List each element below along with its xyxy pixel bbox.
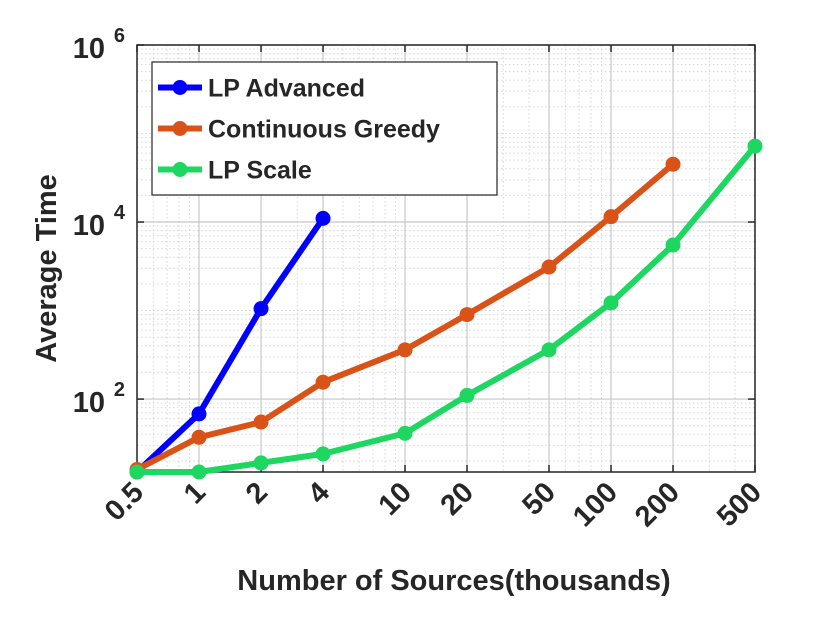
x-tick-label: 0.5 <box>99 476 150 527</box>
data-point <box>129 464 145 480</box>
data-point <box>603 295 619 311</box>
data-point <box>459 307 475 323</box>
x-tick-label: 20 <box>435 476 480 521</box>
legend-entry: Continuous Greedy <box>158 116 440 144</box>
series-lp-advanced <box>129 210 331 480</box>
legend: LP Advanced Continuous Greedy LP Scale <box>151 61 498 196</box>
data-point <box>191 429 207 445</box>
y-tick-exponent: 6 <box>114 25 125 47</box>
x-tick-label: 4 <box>302 476 336 510</box>
data-point <box>747 138 763 154</box>
legend-box <box>151 61 498 196</box>
legend-label: LP Scale <box>208 157 312 185</box>
data-point <box>541 342 557 358</box>
y-tick-exponent: 4 <box>114 202 126 224</box>
data-point <box>191 464 207 480</box>
legend-swatch-marker <box>172 121 188 136</box>
legend-label: Continuous Greedy <box>208 116 440 144</box>
legend-entry: LP Advanced <box>158 75 365 103</box>
legend-label: LP Advanced <box>208 75 365 103</box>
legend-entry: LP Scale <box>158 157 312 185</box>
series-line <box>134 215 326 475</box>
x-tick-label: 50 <box>517 476 562 521</box>
x-tick-labels: 0.5 1 2 4 10 20 50 100 200 500 <box>99 476 768 533</box>
data-point <box>253 414 269 430</box>
data-point <box>253 301 269 317</box>
data-point <box>665 237 681 253</box>
x-tick-label: 2 <box>240 476 274 510</box>
data-point <box>397 425 413 441</box>
y-tick-exponent: 2 <box>114 379 125 401</box>
data-point <box>541 259 557 275</box>
series-lp-scale <box>129 138 763 480</box>
legend-swatch-marker <box>172 80 188 95</box>
x-axis-label: Number of Sources(thousands) <box>237 565 670 597</box>
x-tick-label: 200 <box>629 476 686 533</box>
series-layer <box>129 138 763 480</box>
legend-swatch-marker <box>172 162 188 177</box>
data-point <box>315 374 331 390</box>
data-point <box>315 210 331 226</box>
y-tick-labels: 10 2 10 4 10 6 <box>73 25 126 419</box>
x-tick-label: 100 <box>567 476 624 533</box>
data-point <box>315 446 331 462</box>
data-point <box>253 455 269 471</box>
data-point <box>603 209 619 225</box>
data-point <box>459 387 475 403</box>
y-tick-label: 10 <box>73 210 105 242</box>
x-tick-label: 10 <box>373 476 418 521</box>
data-point <box>191 406 207 422</box>
series-line <box>134 143 758 475</box>
y-tick-label: 10 <box>73 33 105 65</box>
data-point <box>665 156 681 172</box>
x-tick-label: 500 <box>711 476 768 533</box>
x-tick-label: 1 <box>178 476 212 510</box>
plot-area-frame <box>136 44 756 473</box>
y-axis-label: Average Time <box>31 174 63 363</box>
y-tick-label: 10 <box>73 387 105 419</box>
data-point <box>397 342 413 358</box>
